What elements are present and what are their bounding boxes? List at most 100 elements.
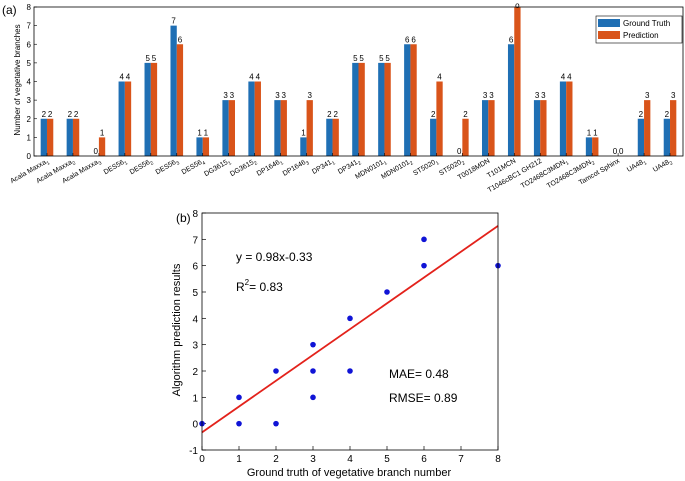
category-subscript: 1 bbox=[383, 160, 389, 167]
bar-chart-panel-a: (a) Number of vegetative branches 0 1 2 3 4 5… bbox=[2, 1, 684, 194]
bar-value-label: 3 bbox=[308, 91, 313, 100]
bar-ground-truth bbox=[352, 62, 359, 156]
scatter-points bbox=[199, 236, 501, 427]
bar-value-label: o bbox=[515, 1, 520, 10]
bar-chart-bars bbox=[40, 7, 677, 156]
bar-ground-truth bbox=[663, 118, 671, 156]
bar-chart-x-tick-label: DP16463 bbox=[282, 158, 311, 180]
bar-chart-x-tick-label: DES564 bbox=[181, 158, 207, 178]
bar-prediction bbox=[566, 81, 573, 156]
scatter-point bbox=[310, 368, 316, 374]
bar-value-label: 1 bbox=[593, 128, 598, 137]
bar-value-label: 4 bbox=[119, 73, 124, 82]
bar-prediction bbox=[540, 100, 547, 156]
scatter-y-axis-label: Algorithm prediction results bbox=[171, 263, 183, 396]
bar-value-label: 0 bbox=[94, 147, 99, 156]
bar-prediction bbox=[280, 100, 287, 156]
bar-ground-truth bbox=[326, 118, 333, 156]
bar-value-label: 1 bbox=[301, 128, 306, 137]
bar-chart-x-tick-label: DES563 bbox=[155, 158, 181, 178]
bar-value-label: 2 bbox=[639, 110, 644, 119]
legend-label-prediction: Prediction bbox=[623, 31, 659, 40]
scatter-x-tick-label: 3 bbox=[310, 454, 316, 465]
regression-equation: y = 0.98x-0.33 bbox=[236, 250, 313, 264]
scatter-x-tick-label: 5 bbox=[384, 454, 390, 465]
bar-chart-x-tick-label: ST50201 bbox=[412, 158, 440, 180]
scatter-point bbox=[421, 262, 427, 269]
bar-ground-truth bbox=[118, 81, 125, 156]
category-subscript: 2 bbox=[253, 160, 259, 167]
bar-chart-y-ticks: 0 1 2 3 4 5 6 7 8 bbox=[27, 3, 37, 161]
bar-value-label: 3 bbox=[535, 91, 540, 100]
bar-chart-y-axis-label: Number of vegetative branches bbox=[13, 24, 22, 135]
bar-value-label: 6 bbox=[178, 35, 183, 44]
scatter-y-tick-label: 7 bbox=[192, 235, 198, 246]
bar-value-label: 1 bbox=[204, 128, 209, 137]
scatter-y-tick-label: -1 bbox=[189, 446, 198, 457]
category-subscript: 1 bbox=[279, 160, 285, 167]
bar-value-label: 2 bbox=[42, 110, 47, 119]
bar-ground-truth bbox=[40, 118, 47, 156]
bar-chart-y-tick-label: 7 bbox=[27, 22, 32, 31]
r-squared-base: R bbox=[236, 280, 245, 294]
bar-chart-x-tick-label: DG36152 bbox=[229, 158, 259, 180]
bar-value-label: 0 bbox=[457, 147, 462, 156]
scatter-point bbox=[421, 236, 427, 243]
bar-ground-truth bbox=[507, 44, 515, 156]
category-subscript: 2 bbox=[149, 160, 155, 167]
legend-label-ground-truth: Ground Truth bbox=[623, 19, 670, 28]
bar-value-label: 5 bbox=[359, 54, 364, 63]
bar-value-label: 2 bbox=[74, 110, 79, 119]
bar-value-label: 2 bbox=[665, 110, 670, 119]
category-subscript: 4 bbox=[201, 160, 207, 167]
bar-prediction bbox=[98, 137, 106, 156]
bar-chart-legend: Ground Truth Prediction bbox=[595, 15, 683, 44]
bar-value-label: 3 bbox=[282, 91, 287, 100]
bar-prediction bbox=[228, 100, 235, 156]
bar-prediction bbox=[592, 137, 599, 156]
r-squared-superscript: 2 bbox=[245, 278, 250, 287]
scatter-x-tick-label: 4 bbox=[347, 454, 353, 465]
scatter-x-tick-label: 0 bbox=[199, 454, 205, 465]
scatter-point bbox=[384, 289, 390, 295]
category-name: DG3615 bbox=[229, 159, 255, 178]
scatter-x-tick-label: 6 bbox=[421, 454, 427, 465]
r-squared-value: = 0.83 bbox=[249, 280, 283, 294]
category-subscript: 1 bbox=[123, 160, 129, 167]
bar-value-label: 3 bbox=[541, 91, 546, 100]
bar-ground-truth bbox=[637, 118, 645, 156]
bar-value-label: 5 bbox=[145, 54, 150, 63]
bar-value-label: 4 bbox=[249, 73, 254, 82]
bar-value-label: 1 bbox=[197, 128, 202, 137]
scatter-point bbox=[310, 341, 316, 348]
category-subscript: 2 bbox=[461, 160, 467, 167]
category-name: DP1646 bbox=[256, 159, 281, 178]
category-subscript: 2 bbox=[591, 160, 597, 167]
bar-ground-truth bbox=[274, 100, 281, 156]
category-name: ST5020 bbox=[412, 159, 437, 177]
bar-value-label: 5 bbox=[152, 54, 157, 63]
bar-chart-plot-frame bbox=[33, 6, 684, 157]
bar-chart-y-tick-label: 1 bbox=[27, 133, 32, 142]
bar-value-label: 3 bbox=[230, 91, 235, 100]
bar-value-label: 1 bbox=[100, 128, 105, 137]
scatter-x-tick-label: 7 bbox=[458, 454, 464, 465]
scatter-y-tick-label: 6 bbox=[192, 262, 198, 273]
category-name: DP1646 bbox=[282, 159, 307, 178]
category-subscript: 1 bbox=[565, 160, 571, 167]
bar-value-label: 3 bbox=[489, 91, 494, 100]
bar-ground-truth bbox=[559, 81, 567, 156]
bar-chart-y-tick-label: 5 bbox=[27, 59, 32, 68]
bar-value-label: 4 bbox=[561, 73, 566, 82]
scatter-y-tick-label: 4 bbox=[192, 314, 198, 325]
category-subscript: 3 bbox=[97, 160, 103, 167]
bar-value-label: 3 bbox=[671, 91, 676, 100]
scatter-x-axis-label: Ground truth of vegetative branch number bbox=[247, 467, 452, 479]
bar-prediction bbox=[332, 118, 339, 156]
bar-prediction bbox=[644, 100, 651, 156]
category-name: DES56 bbox=[103, 159, 126, 176]
category-subscript: 1 bbox=[435, 160, 441, 167]
scatter-y-tick-label: 0 bbox=[192, 420, 198, 431]
bar-prediction bbox=[176, 44, 184, 156]
